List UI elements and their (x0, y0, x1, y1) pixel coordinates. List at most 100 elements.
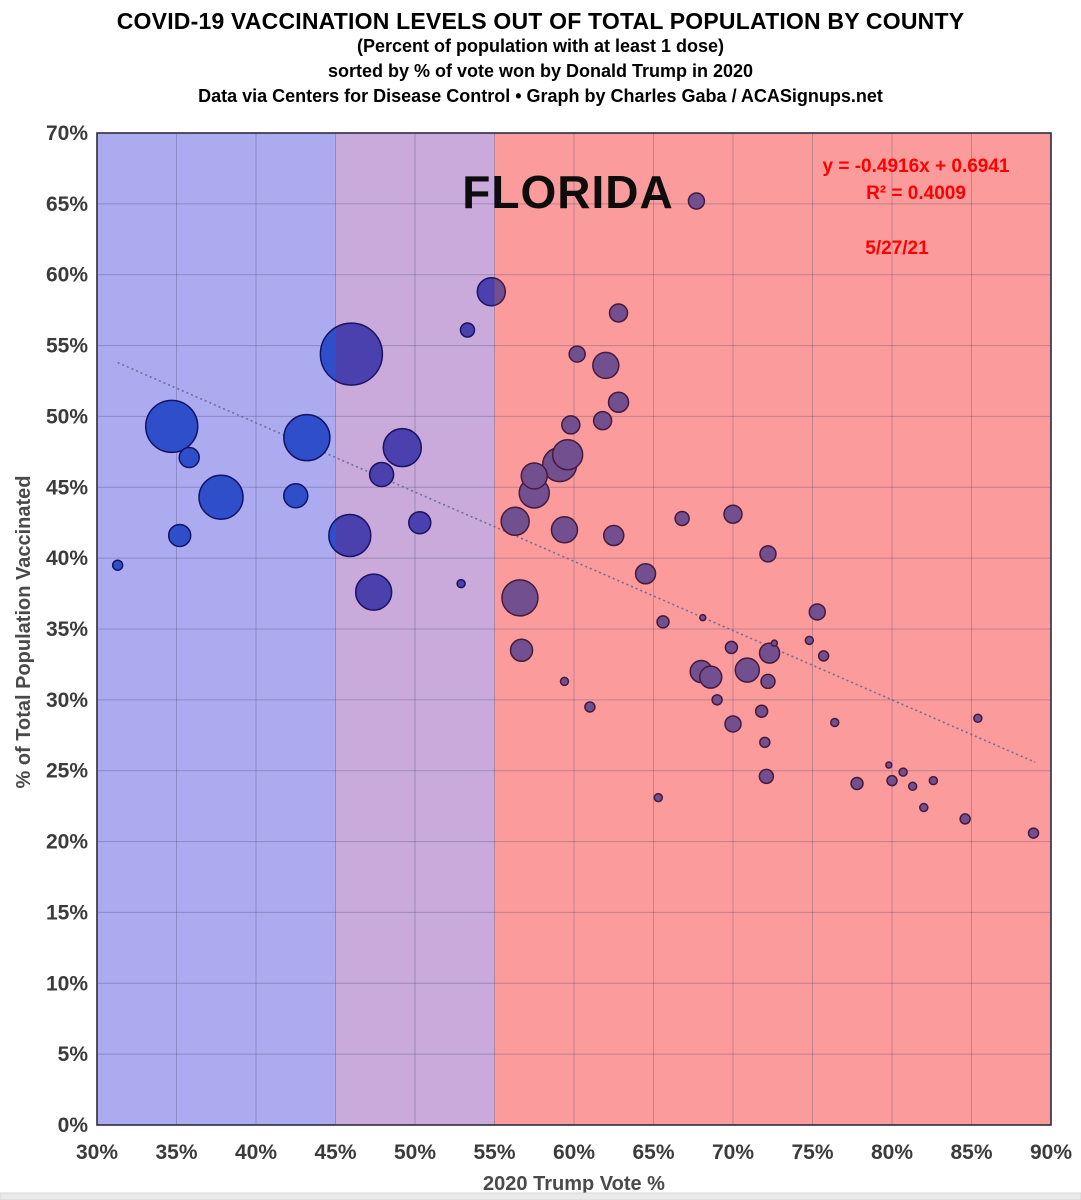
county-bubble (501, 579, 539, 617)
county-bubble (898, 767, 908, 777)
data-credit: Data via Centers for Disease Control • G… (198, 86, 883, 107)
zone-blue-zone (97, 133, 336, 1125)
county-bubble (408, 510, 432, 535)
county-bubble (653, 792, 664, 803)
county-bubble (928, 775, 939, 786)
x-tick-label: 50% (394, 1141, 436, 1164)
r-squared-label: R² = 0.4009 (866, 183, 966, 204)
county-bubble (335, 322, 384, 386)
county-bubble (770, 639, 779, 647)
county-bubble (520, 462, 548, 490)
county-bubble (1027, 827, 1040, 839)
county-bubble (561, 415, 581, 435)
trend-line (117, 361, 1036, 763)
x-tick-label: 85% (950, 1141, 992, 1164)
county-bubble (699, 613, 707, 622)
x-tick-label: 40% (235, 1141, 277, 1164)
county-bubble (592, 410, 613, 431)
state-label: FLORIDA (462, 166, 673, 218)
county-bubble (687, 192, 706, 210)
page-subtitle: (Percent of population with at least 1 d… (356, 36, 725, 57)
x-axis-tick-labels: 30% 35% 40% 45% 50% 55% 60% 65% 70% 75% 80% 85% 90% (76, 1141, 1072, 1164)
y-tick-label: 25% (46, 760, 88, 783)
x-axis-title: 2020 Trump Vote % (483, 1173, 665, 1195)
county-bubble (973, 713, 983, 724)
x-tick-label: 30% (76, 1141, 118, 1164)
x-tick-label: 70% (712, 1141, 754, 1164)
plot-border (96, 132, 1052, 1126)
y-axis-title: % of Total Population Vaccinated (13, 476, 35, 789)
county-bubble (283, 413, 331, 462)
county-bubble (550, 516, 579, 544)
x-tick-label: 55% (473, 1141, 515, 1164)
county-bubble (476, 276, 495, 307)
county-bubble (607, 391, 630, 414)
county-bubble (354, 573, 393, 611)
county-bubble (111, 559, 124, 571)
county-bubble (198, 474, 244, 520)
county-bubble (494, 277, 507, 307)
county-bubble (456, 578, 466, 589)
county-bubbles (111, 192, 1040, 839)
county-bubble (830, 717, 840, 728)
y-axis-tick-labels: 0% 5% 10% 15% 20% 25% 30% 35% 40% 45% 50% 55% 60% 65%… (46, 122, 88, 1137)
y-tick-label: 50% (46, 405, 88, 428)
county-bubble (760, 673, 776, 690)
y-tick-label: 55% (46, 335, 88, 358)
county-bubble (759, 545, 777, 563)
county-bubble (656, 615, 670, 629)
gridlines (97, 133, 1051, 1125)
x-tick-label: 60% (553, 1141, 595, 1164)
county-bubble (758, 768, 775, 785)
x-tick-label: 90% (1030, 1141, 1072, 1164)
county-bubble (459, 322, 476, 338)
county-bubble (758, 642, 781, 664)
zone-red-zone (494, 133, 1051, 1125)
x-tick-label: 65% (632, 1141, 674, 1164)
y-tick-label: 65% (46, 193, 88, 216)
county-bubble (886, 774, 898, 787)
chart-header: COVID-19 VACCINATION LEVELS OUT OF TOTAL… (0, 8, 1081, 109)
trend-equation-label: y = -0.4916x + 0.6941 (823, 156, 1010, 177)
trendline (117, 361, 1036, 763)
county-bubble (723, 504, 743, 524)
county-bubble (885, 761, 893, 769)
y-tick-label: 20% (46, 831, 88, 854)
y-tick-label: 15% (46, 901, 88, 924)
county-bubble (283, 483, 309, 509)
county-bubble (817, 650, 830, 662)
county-bubble (509, 638, 534, 663)
county-bubble (759, 736, 771, 749)
x-tick-label: 35% (155, 1141, 197, 1164)
y-tick-label: 0% (58, 1114, 89, 1137)
county-bubble (584, 701, 596, 713)
county-bubble (734, 657, 761, 683)
background-zones (97, 133, 1051, 1125)
page-title: COVID-19 VACCINATION LEVELS OUT OF TOTAL… (116, 8, 965, 34)
x-tick-label: 80% (871, 1141, 913, 1164)
date-label: 5/27/21 (865, 238, 929, 259)
county-bubble (382, 427, 423, 468)
county-bubble (559, 676, 570, 687)
county-bubble (167, 523, 192, 548)
y-tick-label: 30% (46, 689, 88, 712)
county-bubble (754, 704, 769, 718)
y-tick-label: 60% (46, 264, 88, 287)
x-tick-label: 75% (791, 1141, 833, 1164)
zone-purple-zone (335, 133, 495, 1125)
x-tick-label: 45% (314, 1141, 356, 1164)
county-bubble (368, 461, 395, 488)
county-bubble (328, 519, 336, 552)
county-bubble (592, 351, 620, 380)
sort-note: sorted by % of vote won by Donald Trump … (327, 61, 754, 82)
county-bubble (850, 776, 864, 791)
y-tick-label: 40% (46, 547, 88, 570)
county-bubble (608, 303, 629, 323)
window-bottom-strip (0, 1192, 1081, 1200)
y-tick-label: 35% (46, 618, 88, 641)
county-bubble (711, 694, 723, 706)
y-tick-label: 10% (46, 972, 88, 995)
y-tick-label: 45% (46, 476, 88, 499)
